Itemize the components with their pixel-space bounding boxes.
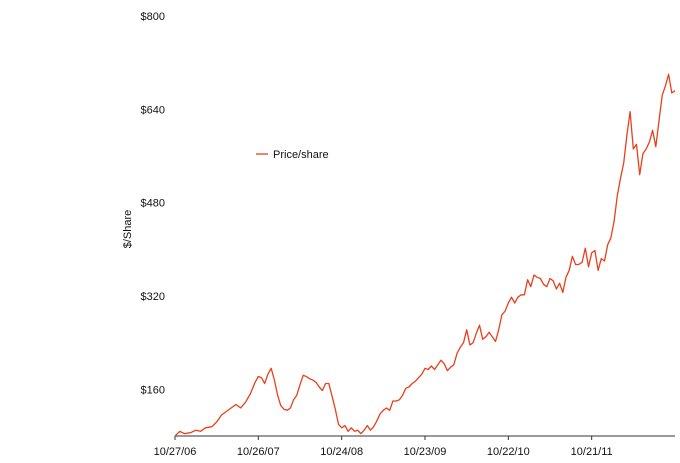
x-axis-ticks: 10/27/06 10/26/07 10/24/08 10/23/09 10/22/10… [154, 436, 613, 458]
price-series-line [174, 73, 676, 437]
legend-label-price-share: Price/share [273, 149, 329, 161]
y-tick-label: $800 [141, 11, 165, 23]
x-tick-label: 10/24/08 [320, 446, 363, 458]
y-axis-title-group: $/Share [122, 210, 134, 249]
y-axis-title: $/Share [122, 210, 134, 249]
legend: Price/share [256, 149, 329, 161]
y-tick-label: $320 [141, 291, 165, 303]
y-tick-label: $480 [141, 198, 165, 210]
x-tick-label: 10/27/06 [154, 446, 197, 458]
x-tick-label: 10/21/11 [571, 446, 613, 458]
y-tick-label: $640 [141, 104, 165, 116]
x-tick-label: 10/26/07 [237, 446, 280, 458]
x-tick-label: 10/22/10 [487, 446, 530, 458]
y-axis-ticks: $160 $320 $480 $640 $800 [141, 11, 165, 396]
y-tick-label: $160 [141, 384, 165, 396]
x-tick-label: 10/23/09 [404, 446, 447, 458]
